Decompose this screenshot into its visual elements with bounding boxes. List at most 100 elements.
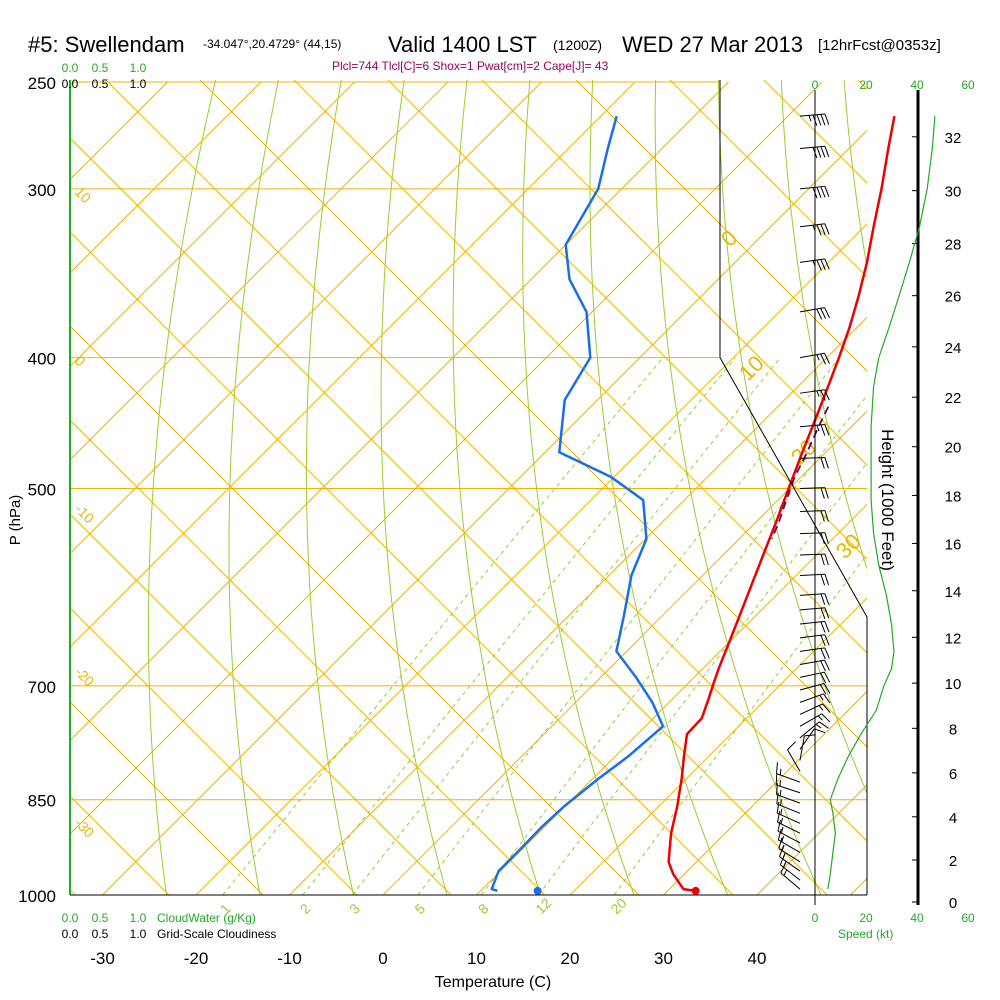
moist-adiabat bbox=[669, 80, 867, 278]
wind-barb-shaft bbox=[799, 487, 826, 489]
speed-tick-top: 20 bbox=[859, 78, 873, 92]
wind-barb-flag bbox=[777, 810, 781, 823]
wind-barb-shaft bbox=[799, 620, 825, 625]
wind-barb-flag bbox=[824, 593, 830, 605]
wind-barb-half-flag bbox=[816, 425, 820, 432]
wind-barb-shaft bbox=[799, 647, 825, 652]
wind-barb-flag bbox=[824, 113, 830, 125]
wind-barb-shaft bbox=[799, 307, 825, 313]
moist-adiabat bbox=[70, 231, 734, 895]
wind-barb-shaft bbox=[778, 848, 801, 863]
wind-barb-flag bbox=[822, 703, 831, 713]
surface-temperature-marker bbox=[691, 886, 700, 895]
wind-barb-shaft bbox=[799, 671, 825, 678]
wind-barb bbox=[799, 258, 830, 271]
wind-barb-flag bbox=[776, 801, 780, 814]
station-coords: -34.047°,20.4729° (44,15) bbox=[203, 37, 341, 51]
wind-barb-half-flag bbox=[817, 715, 823, 721]
moist-adiabat bbox=[70, 513, 452, 895]
mixing-ratio-label: 2 bbox=[297, 900, 314, 917]
wind-barb bbox=[799, 721, 829, 739]
mixing-ratio-label: 5 bbox=[411, 900, 428, 917]
isotherm bbox=[70, 81, 262, 274]
temperature-tick-label: -20 bbox=[184, 949, 209, 968]
wind-barb-flag bbox=[824, 510, 829, 522]
wind-barb-shaft bbox=[799, 532, 826, 535]
wind-barb-half-flag bbox=[819, 694, 824, 701]
wind-barb bbox=[799, 424, 830, 436]
moist-adiabat bbox=[70, 137, 828, 895]
wind-barb-half-flag bbox=[779, 789, 782, 796]
height-tick-label: 4 bbox=[949, 810, 957, 827]
pressure-tick-label: 250 bbox=[28, 74, 56, 93]
wind-barb-flag bbox=[816, 114, 822, 126]
wind-barb-half-flag bbox=[815, 723, 822, 729]
wind-barb bbox=[799, 593, 830, 605]
clipped-grid bbox=[70, 80, 867, 895]
moist-adiabat bbox=[199, 80, 867, 748]
wind-barb bbox=[799, 634, 830, 647]
speed-tick-bottom: 0 bbox=[812, 911, 819, 925]
wind-barb-half-flag bbox=[782, 853, 786, 860]
wind-barb-shaft bbox=[779, 864, 801, 881]
wind-barb-flag bbox=[824, 424, 830, 436]
isotherm bbox=[70, 81, 355, 368]
wind-barb-flag bbox=[824, 647, 830, 659]
wind-barb bbox=[799, 607, 830, 619]
mixing-ratio-line bbox=[480, 394, 867, 895]
dry-adiabat bbox=[148, 80, 217, 895]
temperature-tick-label: 30 bbox=[654, 949, 673, 968]
cloudiness-tick: 0.0 bbox=[62, 77, 79, 91]
wind-barb-flag bbox=[823, 693, 831, 704]
wind-barb-flag bbox=[816, 308, 823, 320]
surface-dewpoint-marker bbox=[533, 886, 542, 895]
wind-barb-shaft bbox=[799, 185, 825, 190]
cloudiness-label: Grid-Scale Cloudiness bbox=[157, 927, 276, 941]
temperature-tick-label: 40 bbox=[748, 949, 767, 968]
wind-barb-flag bbox=[812, 187, 818, 199]
wind-barb-half-flag bbox=[816, 354, 820, 361]
speed-tick-bottom: 40 bbox=[910, 911, 924, 925]
wind-barb-flag bbox=[820, 672, 827, 684]
wind-barb-shaft bbox=[776, 794, 801, 804]
wind-barb-half-flag bbox=[782, 861, 787, 868]
wind-barb bbox=[799, 487, 829, 499]
wind-barb bbox=[799, 659, 830, 672]
wind-barb-flag bbox=[820, 224, 826, 235]
wind-barb-flag bbox=[820, 353, 826, 365]
cloudiness-tick: 0.5 bbox=[92, 77, 109, 91]
mixing-ratio-label: 8 bbox=[475, 900, 492, 917]
wind-barb-flag bbox=[823, 683, 831, 694]
wind-barb bbox=[778, 837, 801, 863]
wind-barb-shaft bbox=[777, 830, 801, 844]
wind-barb-half-flag bbox=[816, 390, 820, 397]
moist-adiabat bbox=[481, 80, 867, 466]
wind-barb-half-flag bbox=[781, 844, 785, 851]
isotherm bbox=[663, 690, 867, 895]
moist-adiabat bbox=[105, 80, 867, 842]
wind-barb bbox=[799, 693, 831, 704]
height-tick-label: 0 bbox=[949, 895, 957, 912]
wind-barb-half-flag bbox=[812, 260, 816, 267]
wind-barb-flag bbox=[824, 146, 830, 158]
wind-barb bbox=[776, 792, 801, 814]
wind-barb-shaft bbox=[787, 749, 801, 772]
wind-barb-flag bbox=[820, 554, 825, 566]
wind-barb-half-flag bbox=[808, 115, 812, 122]
height-tick-label: 28 bbox=[945, 237, 962, 254]
wind-barb-shaft bbox=[799, 424, 825, 428]
wind-barb-shaft bbox=[799, 728, 815, 750]
height-axis-label: Height (1000 Feet) bbox=[878, 429, 897, 571]
height-tick-label: 22 bbox=[945, 390, 962, 407]
wind-barb bbox=[777, 810, 801, 834]
wind-barb-flag bbox=[775, 773, 778, 786]
wind-barb-flag bbox=[820, 390, 826, 401]
cloudiness-tick-bottom: 0.0 bbox=[62, 927, 79, 941]
wind-barb-flag bbox=[824, 532, 829, 544]
wind-barb-flag bbox=[820, 510, 825, 522]
moist-adiabat bbox=[293, 80, 867, 654]
dry-adiabat bbox=[522, 80, 635, 895]
wind-barb-shaft bbox=[776, 784, 801, 794]
cloudiness-tick-bottom: 0.5 bbox=[92, 927, 109, 941]
